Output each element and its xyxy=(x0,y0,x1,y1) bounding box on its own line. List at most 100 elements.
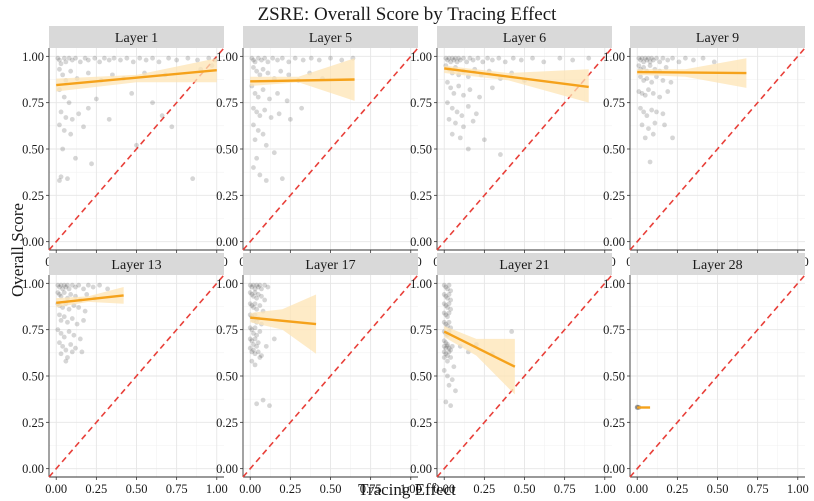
x-tick-label: 0.00 xyxy=(239,482,261,496)
data-point xyxy=(662,122,667,128)
data-point xyxy=(61,282,67,288)
x-tick-label: 1.00 xyxy=(400,482,422,496)
data-point xyxy=(456,55,462,61)
data-point xyxy=(61,94,67,100)
data-point xyxy=(259,57,264,63)
data-point xyxy=(82,55,88,61)
data-point xyxy=(646,87,651,93)
data-point xyxy=(485,55,490,61)
data-point xyxy=(557,55,563,61)
data-point xyxy=(657,59,663,65)
y-tick-label: 0.50 xyxy=(603,370,625,384)
data-point xyxy=(58,318,64,323)
x-tick-label: 0.50 xyxy=(126,482,148,496)
data-point xyxy=(443,340,449,346)
data-point xyxy=(271,150,277,156)
data-point xyxy=(265,284,271,290)
data-point xyxy=(441,355,447,360)
data-point xyxy=(257,282,263,288)
data-point xyxy=(461,92,466,98)
data-point xyxy=(665,89,671,94)
data-point xyxy=(252,325,258,331)
data-point xyxy=(339,57,345,63)
data-point xyxy=(300,57,306,63)
facet-strip xyxy=(49,26,224,48)
y-tick-label: 0.00 xyxy=(22,235,44,249)
data-point xyxy=(252,91,258,96)
y-tick-label: 0.25 xyxy=(22,416,44,430)
chart-title: ZSRE: Overall Score by Tracing Effect xyxy=(257,4,557,25)
data-point xyxy=(58,61,64,67)
confidence-band xyxy=(56,58,217,92)
y-tick-label: 0.50 xyxy=(216,370,238,384)
data-point xyxy=(73,284,78,290)
data-point xyxy=(286,72,292,78)
trend-line xyxy=(56,294,124,304)
data-point xyxy=(441,349,447,355)
x-tick-label: 0.75 xyxy=(360,482,382,496)
data-point xyxy=(498,152,503,157)
data-point xyxy=(259,286,264,292)
data-point xyxy=(63,284,69,290)
data-point xyxy=(254,282,260,288)
data-point xyxy=(275,91,280,96)
data-point xyxy=(650,91,656,96)
data-point xyxy=(255,340,261,346)
data-point xyxy=(446,382,452,388)
data-point xyxy=(60,72,66,78)
data-point xyxy=(441,343,447,349)
data-point xyxy=(249,55,255,61)
data-point xyxy=(65,282,70,288)
data-point xyxy=(257,72,263,78)
y-tick-label: 0.75 xyxy=(410,96,432,110)
data-point xyxy=(150,100,155,106)
data-point xyxy=(646,55,651,61)
data-point xyxy=(58,109,64,115)
data-point xyxy=(65,355,70,360)
facet-strip xyxy=(630,253,805,275)
data-point xyxy=(448,288,454,294)
data-point xyxy=(97,282,102,288)
data-point xyxy=(249,292,255,297)
facet-strip-label: Layer 6 xyxy=(503,31,546,46)
data-point xyxy=(287,116,293,122)
data-point xyxy=(461,55,466,61)
data-point xyxy=(169,124,175,130)
data-point xyxy=(255,292,261,297)
data-point xyxy=(489,85,495,91)
data-point xyxy=(252,351,258,357)
data-point xyxy=(646,126,651,132)
data-point xyxy=(279,55,285,61)
data-point xyxy=(446,310,452,316)
y-tick-label: 0.00 xyxy=(603,235,625,249)
data-point xyxy=(174,57,180,63)
data-point xyxy=(286,59,292,65)
y-tick-label: 1.00 xyxy=(216,277,238,291)
data-point xyxy=(81,318,86,323)
data-point xyxy=(92,55,98,61)
panel-layer-13: Layer 13 0.000.00 0.25 0.25 0.50 0.50 0.75 0.75… xyxy=(22,253,228,496)
data-point xyxy=(445,79,450,85)
data-point xyxy=(448,297,454,303)
data-point xyxy=(641,109,647,115)
data-point xyxy=(77,336,83,342)
data-point xyxy=(445,295,450,301)
data-point xyxy=(445,314,450,320)
data-point xyxy=(449,105,455,111)
y-tick-label: 1.00 xyxy=(603,50,625,64)
data-point xyxy=(453,55,458,61)
data-point xyxy=(650,57,656,63)
data-point xyxy=(443,55,449,61)
data-point xyxy=(445,57,450,63)
data-point xyxy=(328,55,333,61)
data-point xyxy=(247,290,253,296)
y-tick-label: 0.00 xyxy=(603,462,625,476)
data-point xyxy=(97,59,102,65)
data-point xyxy=(63,358,69,364)
data-point xyxy=(453,388,458,394)
panel-layer-5: Layer 50.000.000.250.250.500.500.750.751… xyxy=(216,26,422,269)
facet-strip-label: Layer 5 xyxy=(309,31,352,46)
data-point xyxy=(190,176,196,182)
data-point xyxy=(481,137,487,143)
facet-strip-label: Layer 17 xyxy=(305,258,355,273)
